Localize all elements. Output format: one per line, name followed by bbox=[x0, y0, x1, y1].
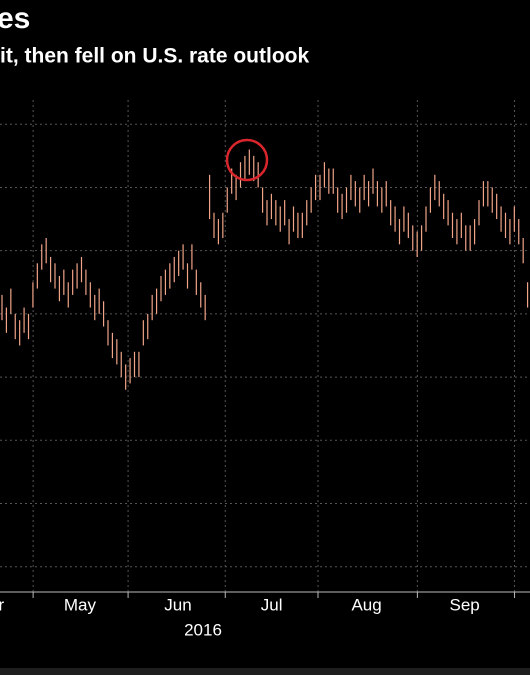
highlight-circle bbox=[225, 138, 269, 182]
bottom-bar bbox=[0, 668, 530, 675]
x-tick-label: Jun bbox=[164, 595, 191, 614]
year-label: 2016 bbox=[184, 620, 222, 639]
chart-title: es bbox=[0, 2, 30, 35]
x-tick-label: r bbox=[0, 595, 4, 614]
chart-subtitle: it, then fell on U.S. rate outlook bbox=[0, 45, 309, 68]
x-tick-label: Jul bbox=[261, 595, 283, 614]
x-tick-label: May bbox=[64, 595, 97, 614]
x-tick-label: Sep bbox=[450, 595, 480, 614]
plot-area: r May Jun Jul Aug Sep bbox=[0, 100, 530, 614]
x-tick-label: Aug bbox=[351, 595, 381, 614]
